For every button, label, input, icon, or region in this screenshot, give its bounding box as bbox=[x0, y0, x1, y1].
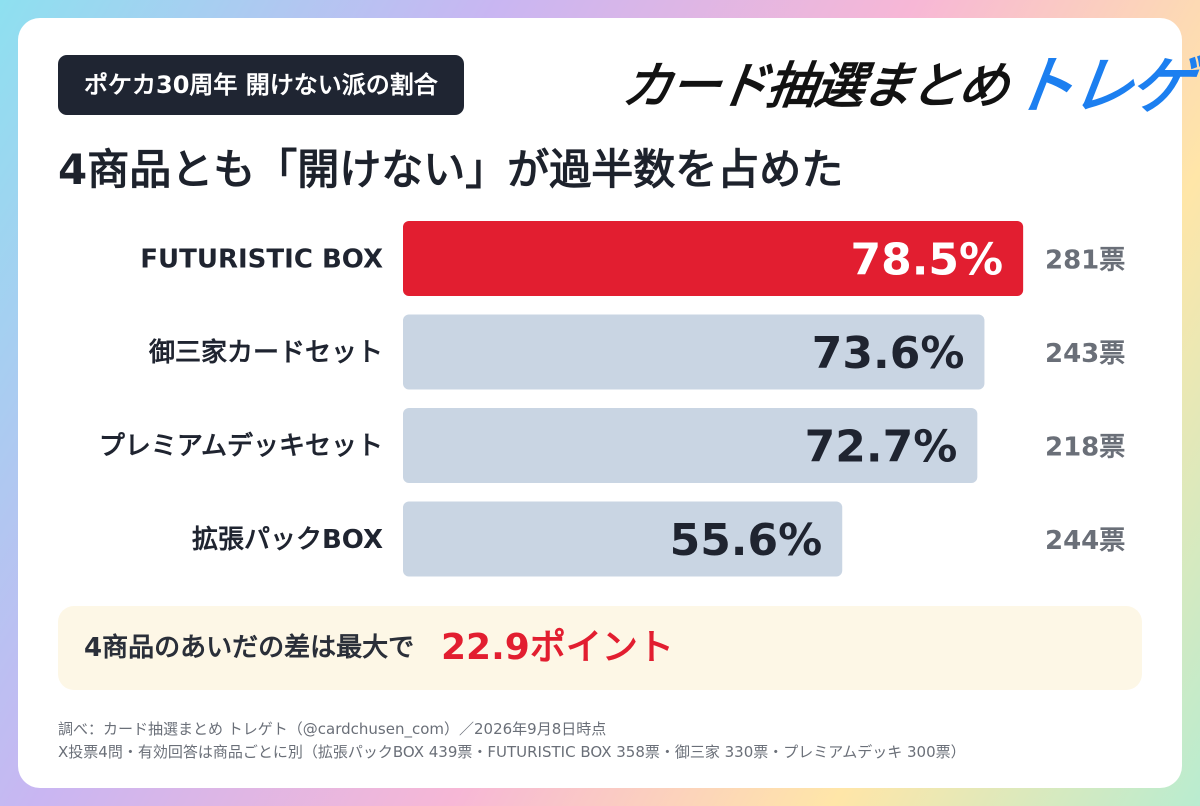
vote-count-label: 244票 bbox=[1045, 526, 1125, 556]
category-label: FUTURISTIC BOX bbox=[140, 245, 383, 275]
bar bbox=[403, 314, 985, 390]
vote-count-label: 218票 bbox=[1045, 433, 1125, 463]
category-label: プレミアムデッキセット bbox=[99, 431, 383, 462]
category-label: 拡張パックBOX bbox=[192, 525, 383, 555]
value-label: 78.5% bbox=[850, 235, 1003, 286]
value-label: 55.6% bbox=[670, 515, 823, 566]
logo-text-brand: トレゲト bbox=[1007, 49, 1200, 122]
bar bbox=[403, 408, 978, 483]
logo-text-main: カード抽選まとめ bbox=[618, 57, 1012, 115]
footer-note-line: X投票4問・有効回答は商品ごとに別（拡張パックBOX 439票・FUTURIST… bbox=[58, 743, 966, 761]
headline: 4商品とも「開けない」が過半数を占めた bbox=[58, 145, 844, 194]
bar bbox=[403, 501, 843, 577]
category-label: 御三家カードセット bbox=[148, 337, 383, 368]
infographic-card: ポケカ30周年 開けない派の割合 カード抽選まとめトレゲト 4商品とも「開けない… bbox=[18, 18, 1200, 788]
callout-lead-text: 4商品のあいだの差は最大で bbox=[84, 633, 415, 663]
vote-count-label: 281票 bbox=[1045, 246, 1125, 276]
topic-badge: ポケカ30周年 開けない派の割合 bbox=[58, 55, 464, 115]
brand-logo: カード抽選まとめトレゲト bbox=[617, 46, 1200, 126]
value-label: 73.6% bbox=[812, 328, 965, 379]
source-footer: 調べ：カード抽選まとめ トレゲト（@cardchusen_com）／2026年9… bbox=[58, 718, 966, 764]
callout-highlight-text: 22.9ポイント bbox=[441, 627, 674, 668]
footer-source-line: 調べ：カード抽選まとめ トレゲト（@cardchusen_com）／2026年9… bbox=[58, 720, 607, 738]
summary-callout: 4商品のあいだの差は最大で 22.9ポイント bbox=[58, 606, 1142, 690]
vote-count-label: 243票 bbox=[1045, 339, 1125, 369]
value-label: 72.7% bbox=[805, 422, 958, 473]
bar bbox=[403, 221, 1024, 296]
